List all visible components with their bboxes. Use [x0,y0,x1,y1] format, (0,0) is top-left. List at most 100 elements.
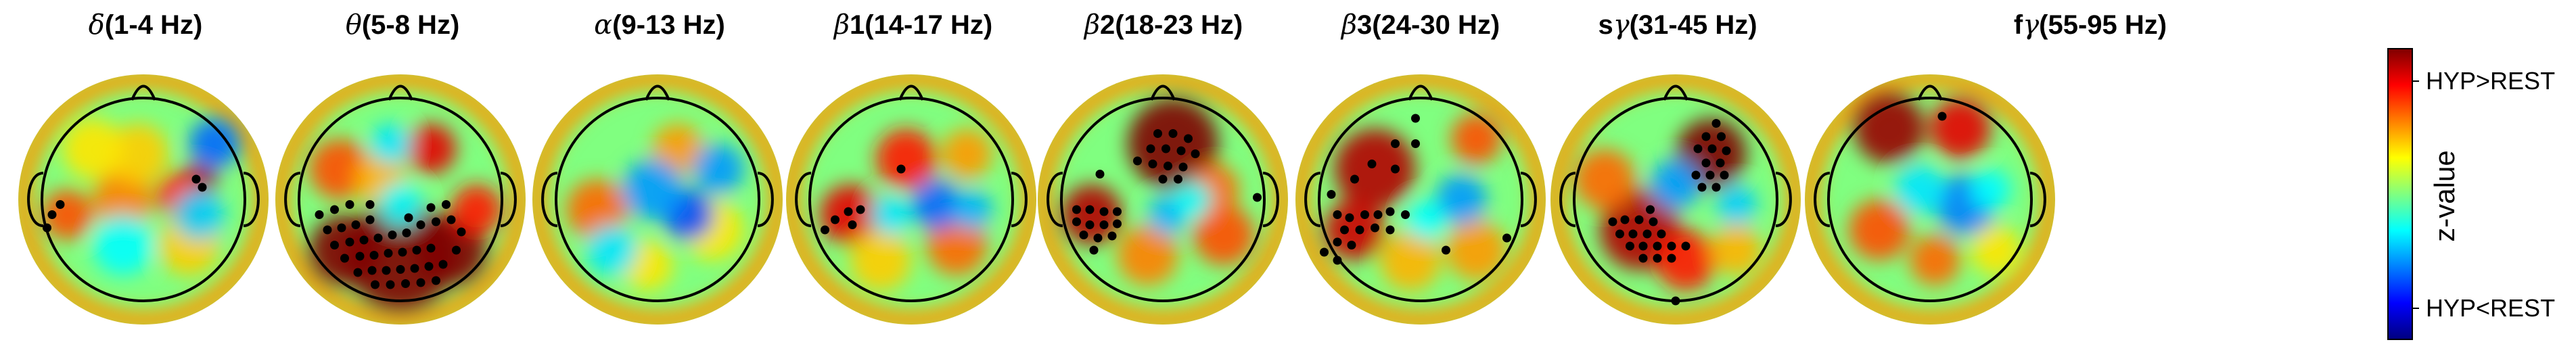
field-blob [1334,128,1416,210]
colorbar-top-label: HYP>REST [2426,67,2555,95]
right-ear-outline [2029,172,2046,227]
significant-electrode-dot [340,254,349,263]
significant-electrode-dot [1401,210,1410,219]
potential-field [786,74,1036,325]
field-blob [1175,181,1212,218]
band-title-fast-gamma: fγ(55-95 Hz) [2014,9,2167,41]
significant-electrode-dot [1158,174,1168,184]
significant-electrode-dot [457,227,466,237]
significant-electrode-dot [1711,119,1721,128]
significant-electrode-dot [404,213,413,222]
significant-electrode-dot [1371,223,1379,233]
significant-electrode-dot [1657,229,1666,239]
band-title-beta1: β1(14-17 Hz) [833,9,992,41]
significant-electrode-dot [1653,241,1662,251]
significant-electrode-dot [1638,241,1648,251]
significant-electrode-dot [1667,254,1676,263]
significant-electrode-dot [55,200,65,209]
significant-electrode-dot [1707,144,1717,153]
significant-electrode-dot [1720,170,1729,180]
significant-electrode-dot [1079,231,1088,239]
field-blob [1061,184,1122,245]
field-blob [1849,199,1910,260]
left-ear-outline [1304,172,1321,227]
left-ear-outline [1046,172,1063,227]
field-blob [850,230,911,291]
significant-electrode-dot [373,233,383,243]
significant-electrode-dot [1253,193,1262,202]
significant-electrode-dot [821,225,829,235]
left-ear-outline [795,172,812,227]
significant-electrode-dot [1184,134,1193,143]
significant-electrode-dot [1347,241,1356,249]
topomap-slow-gamma [1550,74,1801,325]
right-ear-outline [1011,172,1028,227]
significant-electrode-dot [1711,183,1721,192]
significant-electrode-dot [43,223,51,233]
significant-electrode-dot [432,276,440,285]
significant-electrode-dot [1716,158,1725,168]
field-blob [309,139,370,199]
significant-electrode-dot [1113,207,1122,216]
nose-outline [1150,85,1176,101]
significant-electrode-dot [1681,241,1690,251]
potential-field [532,74,783,325]
significant-electrode-dot [382,266,391,275]
significant-electrode-dot [1638,254,1648,263]
field-blob [1971,224,2021,276]
topomap-fast-gamma [1805,74,2055,325]
significant-electrode-dot [424,262,434,271]
significant-electrode-dot [1442,245,1450,255]
field-rim [1805,74,2055,325]
field-blob [1574,149,1635,210]
left-ear-outline [541,172,558,227]
significant-electrode-dot [345,200,354,209]
significant-electrode-dot [1385,207,1395,216]
significant-electrode-dot [1350,174,1359,184]
significant-electrode-dot [1072,205,1081,214]
significant-electrode-dot [367,266,377,275]
field-blob [1910,235,1960,286]
significant-electrode-dot [330,205,339,214]
field-rim [18,74,269,325]
significant-electrode-dot [446,215,456,224]
head-outline [555,97,760,302]
significant-electrode-dot [1634,215,1644,224]
significant-electrode-dot [1164,162,1172,170]
significant-electrode-dot [1345,213,1354,222]
right-ear-outline [1520,172,1537,227]
left-ear-outline [27,172,44,227]
field-blobs [566,123,744,291]
field-blob [1711,224,1762,276]
significant-electrode-dot [388,231,397,239]
field-blob [1446,220,1507,281]
band-title-theta: θ(5-8 Hz) [346,9,460,41]
left-ear-outline [1559,172,1576,227]
significant-electrode-dot [416,278,426,287]
head-outline [1060,97,1266,302]
significant-electrode-dot [1373,210,1383,219]
colorbar [2387,48,2413,340]
colorbar-title: z-value [2429,150,2460,241]
significant-electrode-dot [398,247,407,257]
significant-electrode-dot [1107,231,1117,241]
significant-electrode-dot [1168,129,1178,138]
field-blob [42,189,93,240]
significant-electrode-dot [323,225,332,235]
field-blob [108,123,169,185]
significant-electrode-dot [1391,139,1400,148]
significant-electrode-dot [1174,174,1182,184]
significant-electrode-dot [1411,114,1420,123]
head-outline [1827,97,2033,302]
significant-electrode-dot [402,229,411,237]
significant-electrode-dot [337,223,346,233]
field-blob [1716,184,1757,225]
nose-outline [898,85,924,101]
significant-electrode-dot [1146,144,1155,153]
field-blob [1117,224,1178,286]
topomap-theta [275,74,526,325]
potential-field [18,74,269,325]
nose-outline [1917,85,1943,101]
potential-field [1038,74,1288,325]
